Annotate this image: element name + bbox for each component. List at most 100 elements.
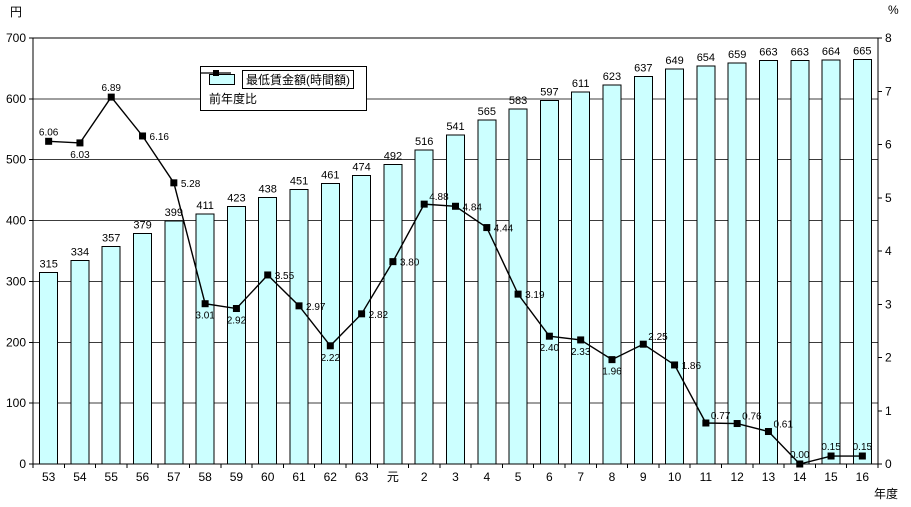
line-marker	[107, 93, 115, 101]
line-marker	[170, 179, 178, 187]
right-axis-tick-label: 6	[885, 138, 892, 152]
bar-value-label: 474	[352, 162, 370, 174]
line-marker	[420, 200, 428, 208]
x-axis-category-label: 55	[105, 470, 119, 484]
line-value-label: 2.25	[648, 332, 668, 343]
line-marker	[389, 258, 397, 266]
legend: 最低賃金額(時間額) 前年度比	[200, 66, 367, 111]
bar	[727, 62, 747, 465]
bar-series-swatch	[209, 73, 235, 85]
bar	[633, 75, 653, 465]
bar-value-label: 565	[478, 106, 496, 118]
line-value-label: 1.86	[682, 361, 702, 372]
left-axis-tick-label: 100	[6, 396, 26, 410]
line-value-label: 6.16	[150, 132, 170, 143]
line-value-label: 6.06	[39, 127, 59, 138]
bar	[790, 60, 810, 465]
bar-value-label: 583	[509, 95, 527, 107]
line-marker	[671, 361, 679, 369]
left-axis-tick-label: 0	[19, 457, 26, 471]
line-marker	[232, 305, 240, 313]
line-marker	[827, 452, 835, 460]
right-axis-tick-label: 3	[885, 297, 892, 311]
bar-value-label: 492	[384, 151, 402, 163]
bar-value-label: 663	[791, 47, 809, 59]
right-axis-tick-label: 1	[885, 404, 892, 418]
line-marker	[514, 290, 522, 298]
bar-value-label: 659	[728, 49, 746, 61]
bar-value-label: 451	[290, 176, 308, 188]
legend-entry-bar: 最低賃金額(時間額)	[209, 69, 354, 89]
bar	[446, 134, 465, 465]
bar	[696, 65, 716, 465]
line-marker	[483, 224, 491, 232]
left-axis-tick-label: 400	[6, 214, 26, 228]
line-swatch-marker	[213, 70, 219, 76]
bar	[195, 213, 215, 465]
bar-value-label: 357	[102, 233, 120, 245]
x-axis-category-label: 56	[136, 470, 150, 484]
bar-series-label: 最低賃金額(時間額)	[242, 69, 354, 89]
x-axis-category-label: 9	[640, 470, 647, 484]
left-axis-tick-label: 300	[6, 274, 26, 288]
bar-value-label: 379	[133, 219, 151, 231]
bar	[571, 91, 591, 465]
line-marker	[264, 271, 272, 279]
line-marker	[295, 302, 303, 310]
line-value-label: 0.15	[821, 442, 841, 453]
bar-value-label: 315	[39, 258, 57, 270]
right-axis-tick-label: 2	[885, 351, 892, 365]
line-value-label: 5.28	[181, 179, 201, 190]
x-axis-category-label: 58	[198, 470, 212, 484]
line-value-label: 1.96	[602, 367, 622, 378]
line-value-label: 2.82	[369, 310, 389, 321]
bar	[758, 60, 778, 465]
line-value-label: 6.03	[70, 150, 90, 161]
left-axis-tick-label: 500	[6, 153, 26, 167]
bar	[602, 84, 622, 465]
bar-value-label: 411	[196, 200, 214, 212]
bar	[101, 246, 121, 465]
x-axis-category-label: 62	[324, 470, 338, 484]
line-value-label: 3.19	[525, 290, 545, 301]
x-axis-category-label: 4	[483, 470, 490, 484]
x-axis-category-label: 60	[261, 470, 275, 484]
left-axis-unit-label: 円	[10, 5, 23, 19]
bar	[226, 206, 246, 465]
bar-value-label: 611	[572, 78, 590, 90]
bar	[164, 220, 184, 465]
x-axis-unit-label: 年度	[874, 487, 899, 501]
bar-value-label: 423	[227, 193, 245, 205]
line-series-label: 前年度比	[209, 91, 258, 106]
x-axis-category-label: 7	[577, 470, 584, 484]
bar	[665, 68, 685, 465]
line-marker	[76, 139, 84, 147]
line-value-label: 3.55	[275, 271, 295, 282]
x-axis-category-label: 15	[824, 470, 838, 484]
bar	[539, 100, 559, 465]
bar-value-label: 623	[603, 71, 621, 83]
bar	[821, 59, 841, 465]
bar-value-label: 664	[822, 46, 840, 58]
bar-value-label: 637	[634, 62, 652, 74]
right-axis-tick-label: 5	[885, 191, 892, 205]
bar	[477, 119, 497, 465]
bar-value-label: 461	[321, 169, 339, 181]
line-marker	[358, 310, 366, 318]
right-axis-unit-label: %	[888, 3, 899, 17]
x-axis-category-label: 59	[230, 470, 244, 484]
bar-value-label: 654	[697, 52, 715, 64]
bar-value-label: 516	[415, 136, 433, 148]
bar	[852, 58, 872, 465]
line-marker	[577, 336, 585, 344]
line-series-swatch	[201, 70, 231, 76]
line-marker	[733, 420, 741, 428]
bar-value-label: 334	[71, 247, 89, 259]
bar-value-label: 663	[759, 47, 777, 59]
right-axis-tick-label: 4	[885, 244, 892, 258]
x-axis-category-label: 10	[668, 470, 682, 484]
x-axis-category-label: 3	[452, 470, 459, 484]
line-marker	[326, 342, 334, 350]
bar-value-label: 597	[540, 87, 558, 99]
